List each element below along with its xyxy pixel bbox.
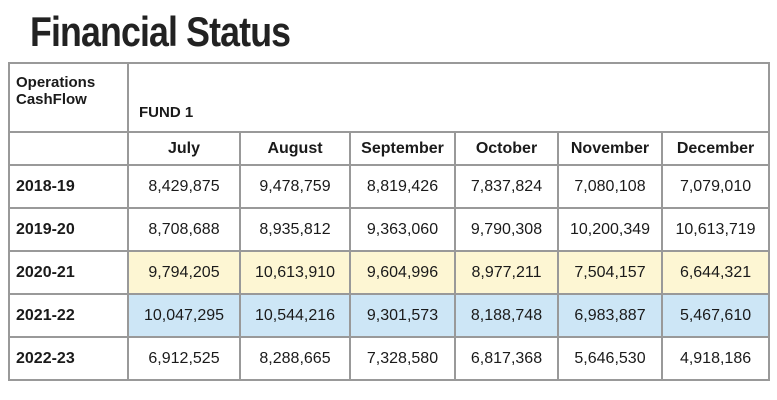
fund-label: FUND 1 [126, 62, 771, 133]
data-row: 2022-23 6,912,525 8,288,665 7,328,580 6,817,… [8, 336, 771, 381]
year-label: 2018-19 [8, 164, 129, 209]
data-row: 2020-21 9,794,205 10,613,910 9,604,996 8,977… [8, 250, 771, 295]
value-cell: 9,363,060 [349, 207, 456, 252]
value-cell: 4,918,186 [660, 336, 771, 381]
month-header: August [239, 131, 351, 166]
year-label: 2021-22 [8, 293, 129, 338]
value-cell: 8,288,665 [239, 336, 351, 381]
value-cell: 9,301,573 [349, 293, 456, 338]
value-cell: 8,819,426 [349, 164, 456, 209]
value-cell: 6,644,321 [660, 250, 771, 295]
empty-cell [8, 131, 129, 166]
value-cell: 7,504,157 [557, 250, 663, 295]
value-cell: 9,604,996 [349, 250, 456, 295]
title: Financial Status [30, 8, 291, 55]
corner-label: Operations CashFlow [8, 62, 129, 133]
month-header: November [557, 131, 663, 166]
year-label: 2022-23 [8, 336, 129, 381]
value-cell: 7,080,108 [557, 164, 663, 209]
month-header: September [349, 131, 456, 166]
value-cell: 9,478,759 [239, 164, 351, 209]
value-cell: 10,613,719 [660, 207, 771, 252]
value-cell: 7,837,824 [454, 164, 559, 209]
value-cell: 5,646,530 [557, 336, 663, 381]
value-cell: 10,047,295 [127, 293, 241, 338]
value-cell: 8,977,211 [454, 250, 559, 295]
value-cell: 8,935,812 [239, 207, 351, 252]
value-cell: 9,790,308 [454, 207, 559, 252]
value-cell: 9,794,205 [127, 250, 241, 295]
value-cell: 10,200,349 [557, 207, 663, 252]
header-row: Operations CashFlow FUND 1 [8, 62, 771, 133]
value-cell: 8,188,748 [454, 293, 559, 338]
value-cell: 10,544,216 [239, 293, 351, 338]
value-cell: 7,079,010 [660, 164, 771, 209]
value-cell: 10,613,910 [239, 250, 351, 295]
value-cell: 5,467,610 [660, 293, 771, 338]
value-cell: 8,708,688 [127, 207, 241, 252]
month-header: July [127, 131, 241, 166]
month-header: December [660, 131, 771, 166]
month-row: July August September October November Decemb… [8, 131, 771, 166]
data-row: 2018-19 8,429,875 9,478,759 8,819,426 7,837,… [8, 164, 771, 209]
value-cell: 7,328,580 [349, 336, 456, 381]
value-cell: 6,912,525 [127, 336, 241, 381]
year-label: 2019-20 [8, 207, 129, 252]
month-header: October [454, 131, 559, 166]
value-cell: 6,983,887 [557, 293, 663, 338]
data-row: 2019-20 8,708,688 8,935,812 9,363,060 9,790,… [8, 207, 771, 252]
value-cell: 6,817,368 [454, 336, 559, 381]
data-row: 2021-22 10,047,295 10,544,216 9,301,573 8,18… [8, 293, 771, 338]
value-cell: 8,429,875 [127, 164, 241, 209]
cashflow-table: Operations CashFlow FUND 1 July August Septe… [8, 62, 771, 381]
year-label: 2020-21 [8, 250, 129, 295]
